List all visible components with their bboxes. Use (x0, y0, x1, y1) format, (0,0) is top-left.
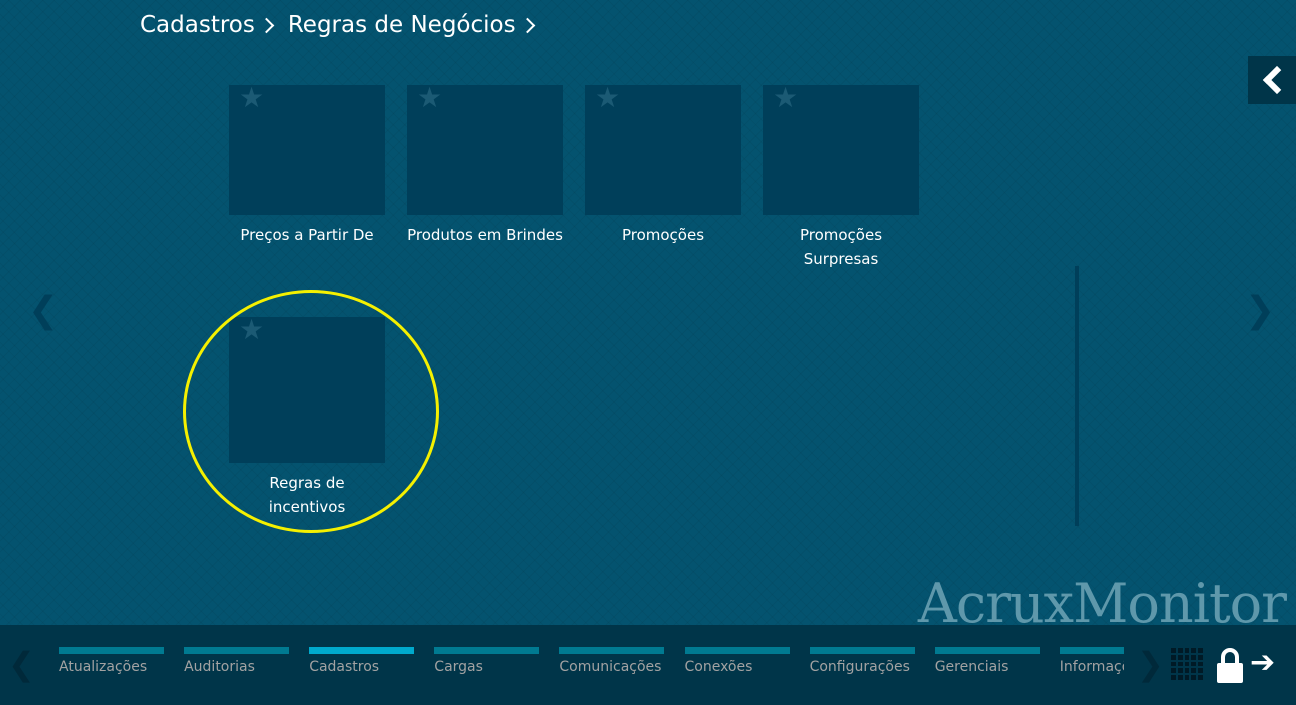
star-icon[interactable]: ★ (773, 81, 799, 114)
nav-item[interactable]: Comunicações (559, 647, 665, 675)
tile[interactable]: ★ Regras de incentivos (229, 313, 385, 519)
tile-label: Promoções Surpresas (799, 226, 883, 268)
nav-item-label: Atualizações (59, 659, 148, 675)
nav-item-label: Comunicações (559, 659, 662, 675)
nav-next-arrow[interactable]: ❯ (1137, 645, 1164, 683)
tile[interactable]: ★ Promoções (585, 81, 741, 247)
tile-box: ★ (229, 313, 385, 463)
nav-item-bar (309, 647, 415, 654)
back-button[interactable] (1248, 56, 1296, 104)
nav-item-bar (1059, 647, 1124, 654)
nav-item[interactable]: Configurações (809, 647, 915, 675)
nav-item-bar (184, 647, 290, 654)
logout-arrow-icon[interactable]: ➔ (1250, 645, 1276, 680)
grid-menu-icon[interactable] (1171, 648, 1203, 680)
nav-item-bar (559, 647, 665, 654)
nav-item-bar (59, 647, 164, 654)
logo: AcruxMonitor (917, 572, 1287, 635)
tile-box: ★ (229, 81, 385, 215)
tile[interactable]: ★ Preços a Partir De (229, 81, 385, 247)
nav-item-bar (934, 647, 1040, 654)
nav-item-label: Cadastros (309, 659, 380, 675)
lock-icon[interactable] (1216, 647, 1244, 683)
next-page-arrow[interactable]: ❯ (1245, 290, 1276, 331)
nav-item-label: Cargas (434, 659, 483, 675)
nav-item[interactable]: Auditorias (184, 647, 290, 675)
nav-item[interactable]: Conexões (684, 647, 790, 675)
star-icon[interactable]: ★ (239, 313, 265, 346)
breadcrumb: Cadastros Regras de Negócios (140, 12, 543, 38)
tile-box: ★ (585, 81, 741, 215)
nav-item-bar (684, 647, 790, 654)
tile[interactable]: ★ Promoções Surpresas (763, 81, 919, 271)
star-icon[interactable]: ★ (595, 81, 621, 114)
nav-item-label: Conexões (684, 659, 753, 675)
nav-item[interactable]: Cargas (434, 647, 540, 675)
tile-box: ★ (407, 81, 563, 215)
nav-item-label: Auditorias (184, 659, 255, 675)
breadcrumb-item[interactable]: Regras de Negócios (287, 12, 516, 38)
tile-label: Produtos em Brindes (407, 226, 563, 244)
nav-item[interactable]: Cadastros (309, 647, 415, 675)
tile-box: ★ (763, 81, 919, 215)
breadcrumb-item[interactable]: Cadastros (140, 12, 255, 38)
tile-label: Regras de incentivos (268, 474, 346, 516)
star-icon[interactable]: ★ (417, 81, 443, 114)
tile-label: Preços a Partir De (240, 226, 374, 244)
star-icon[interactable]: ★ (239, 81, 265, 114)
nav-item-label: Informações (1059, 659, 1124, 675)
chevron-right-icon (258, 17, 275, 33)
scrollbar[interactable] (1075, 266, 1079, 526)
tile-label: Promoções (621, 226, 705, 244)
nav-prev-arrow[interactable]: ❮ (8, 645, 35, 683)
chevron-left-icon (1262, 65, 1292, 95)
tile[interactable]: ★ Produtos em Brindes (407, 81, 563, 247)
nav-item[interactable]: Atualizações (59, 647, 164, 675)
nav-item-label: Gerenciais (934, 659, 1009, 675)
nav-item[interactable]: Gerenciais (934, 647, 1040, 675)
prev-page-arrow[interactable]: ❮ (28, 290, 59, 331)
nav-item[interactable]: Informações (1059, 647, 1124, 675)
nav-item-bar (809, 647, 915, 654)
category-nav: Atualizações Auditorias Cadastros Cargas Com… (59, 647, 1124, 687)
bottom-bar: ❮ Atualizações Auditorias Cadastros Cargas C… (0, 625, 1296, 705)
chevron-right-icon (519, 17, 535, 33)
nav-item-bar (434, 647, 540, 654)
nav-item-label: Configurações (809, 659, 910, 675)
